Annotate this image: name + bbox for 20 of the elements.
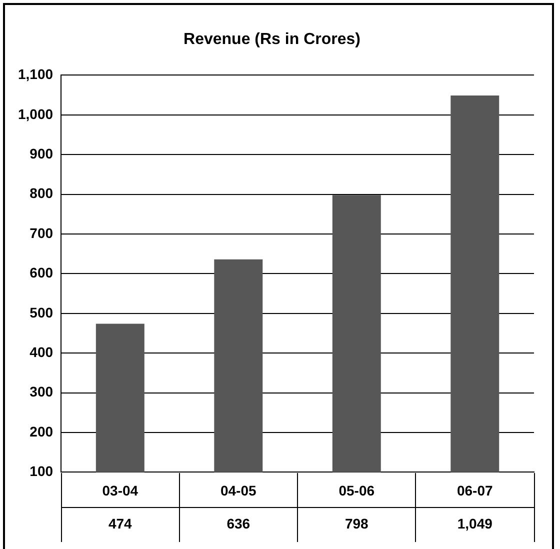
y-tick-label: 700	[30, 224, 54, 241]
y-tick-label: 200	[30, 423, 54, 440]
x-tick-label: 05-06	[338, 482, 375, 498]
data-label: 798	[344, 516, 369, 532]
y-tick-label: 800	[30, 185, 54, 202]
x-tick-label: 04-05	[220, 482, 257, 498]
x-tick-label: 03-04	[102, 482, 138, 498]
data-label: 636	[226, 516, 250, 532]
chart-title: Revenue (Rs in Crores)	[184, 31, 360, 48]
x-tick-label: 06-07	[456, 482, 493, 498]
y-tick-label: 400	[30, 344, 54, 360]
y-tick-label: 600	[30, 264, 54, 281]
data-label: 474	[108, 516, 132, 532]
y-tick-label: 1,000	[18, 106, 54, 122]
y-tick-label: 1,100	[18, 66, 54, 82]
y-tick-label: 900	[30, 145, 54, 162]
data-label: 1,049	[457, 516, 493, 532]
y-tick-label: 300	[30, 384, 54, 400]
y-tick-label: 100	[30, 463, 54, 480]
y-tick-label: 500	[30, 304, 54, 320]
